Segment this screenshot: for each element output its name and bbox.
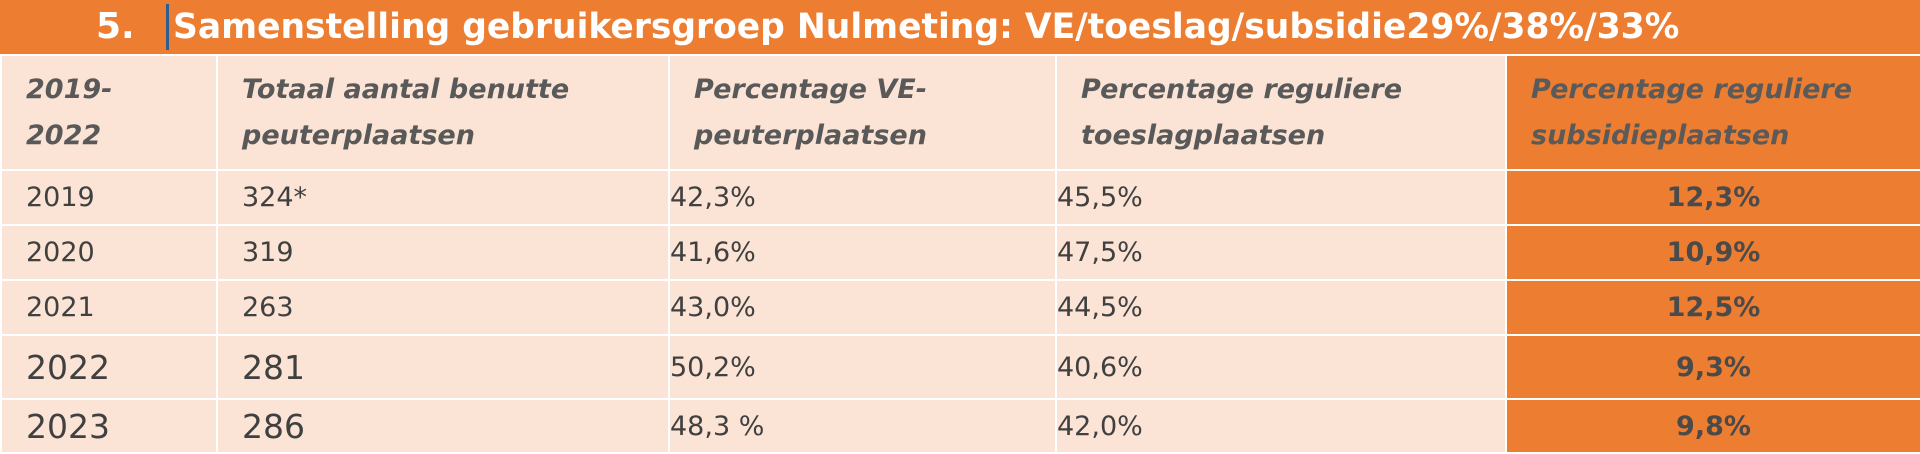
header-cell-subsidie: Percentage reguliere subsidieplaatsen bbox=[1505, 54, 1920, 171]
header-cell-ve: Percentage VE-peuterplaatsen bbox=[668, 54, 1057, 171]
cell-ve: 43,0% bbox=[668, 279, 1057, 336]
cell-year: 2022 bbox=[0, 334, 218, 400]
section-number: 5. bbox=[96, 6, 135, 47]
section-title[interactable]: Samenstelling gebruikersgroep Nulmeting:… bbox=[166, 4, 1679, 50]
cell-year: 2023 bbox=[0, 398, 218, 454]
header-cell-toeslag: Percentage reguliere toeslagplaatsen bbox=[1055, 54, 1507, 171]
cell-subsidie: 9,3% bbox=[1505, 334, 1920, 400]
section-title-bar: 5. Samenstelling gebruikersgroep Nulmeti… bbox=[0, 0, 1920, 54]
cell-toeslag: 44,5% bbox=[1055, 279, 1507, 336]
cell-total: 281 bbox=[216, 334, 670, 400]
cell-subsidie: 12,5% bbox=[1505, 279, 1920, 336]
cell-ve: 42,3% bbox=[668, 169, 1057, 226]
table-header-row: 2019- 2022 Totaal aantal benutte peuterpla… bbox=[0, 54, 1920, 171]
cell-subsidie: 10,9% bbox=[1505, 224, 1920, 281]
table-row: 2022 281 50,2% 40,6% 9,3% bbox=[0, 334, 1920, 400]
cell-total: 263 bbox=[216, 279, 670, 336]
cell-ve: 48,3 % bbox=[668, 398, 1057, 454]
cell-year: 2019 bbox=[0, 169, 218, 226]
table-row: 2023 286 48,3 % 42,0% 9,8% bbox=[0, 398, 1920, 454]
cell-toeslag: 42,0% bbox=[1055, 398, 1507, 454]
cell-toeslag: 45,5% bbox=[1055, 169, 1507, 226]
cell-toeslag: 40,6% bbox=[1055, 334, 1507, 400]
cell-toeslag: 47,5% bbox=[1055, 224, 1507, 281]
cell-total: 286 bbox=[216, 398, 670, 454]
cell-subsidie: 9,8% bbox=[1505, 398, 1920, 454]
header-cell-total: Totaal aantal benutte peuterplaatsen bbox=[216, 54, 670, 171]
data-table: 2019- 2022 Totaal aantal benutte peuterpla… bbox=[0, 54, 1920, 454]
cell-subsidie: 12,3% bbox=[1505, 169, 1920, 226]
table-row: 2019 324* 42,3% 45,5% 12,3% bbox=[0, 169, 1920, 226]
table-row: 2021 263 43,0% 44,5% 12,5% bbox=[0, 279, 1920, 336]
cell-ve: 41,6% bbox=[668, 224, 1057, 281]
table-row: 2020 319 41,6% 47,5% 10,9% bbox=[0, 224, 1920, 281]
cell-total: 324* bbox=[216, 169, 670, 226]
cell-year: 2020 bbox=[0, 224, 218, 281]
header-cell-period: 2019- 2022 bbox=[0, 54, 218, 171]
cell-ve: 50,2% bbox=[668, 334, 1057, 400]
cell-year: 2021 bbox=[0, 279, 218, 336]
cell-total: 319 bbox=[216, 224, 670, 281]
